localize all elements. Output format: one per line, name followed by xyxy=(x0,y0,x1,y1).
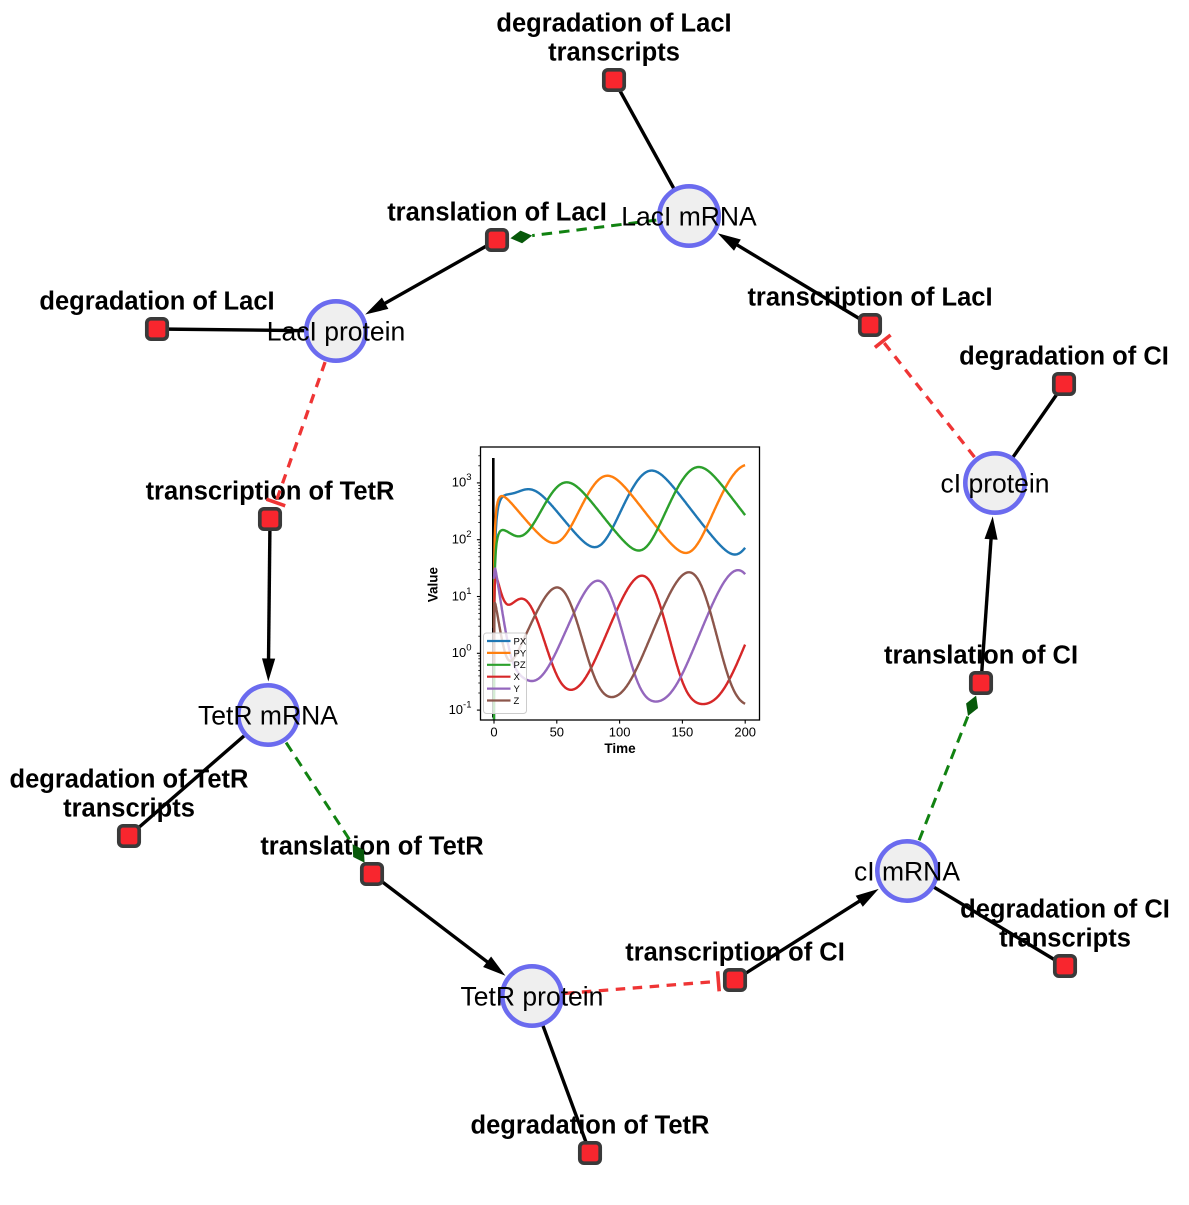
svg-text:transcription of CI: transcription of CI xyxy=(625,939,845,967)
svg-text:degradation of LacI: degradation of LacI xyxy=(39,288,274,316)
svg-text:Y: Y xyxy=(514,684,521,695)
svg-text:TetR protein: TetR protein xyxy=(461,982,604,1012)
svg-text:LacI protein: LacI protein xyxy=(267,317,405,347)
svg-text:Value: Value xyxy=(426,566,441,602)
svg-text:Time: Time xyxy=(604,741,636,756)
svg-text:100: 100 xyxy=(609,725,631,740)
svg-text:degradation of CI: degradation of CI xyxy=(959,343,1169,371)
svg-text:PX: PX xyxy=(514,636,527,647)
svg-text:TetR mRNA: TetR mRNA xyxy=(198,701,338,731)
svg-text:200: 200 xyxy=(734,725,756,740)
svg-text:cI mRNA: cI mRNA xyxy=(854,857,960,887)
svg-text:degradation of LacI: degradation of LacI xyxy=(496,10,731,38)
svg-text:LacI mRNA: LacI mRNA xyxy=(621,202,757,232)
svg-text:PZ: PZ xyxy=(514,660,526,671)
svg-text:translation of LacI: translation of LacI xyxy=(387,199,607,227)
svg-text:50: 50 xyxy=(550,725,564,740)
svg-text:translation of TetR: translation of TetR xyxy=(260,833,483,861)
svg-text:transcription of LacI: transcription of LacI xyxy=(747,284,992,312)
svg-text:degradation of TetR: degradation of TetR xyxy=(10,766,249,794)
svg-text:150: 150 xyxy=(672,725,694,740)
svg-text:X: X xyxy=(514,672,521,683)
svg-text:transcripts: transcripts xyxy=(548,39,680,67)
svg-text:PY: PY xyxy=(514,648,527,659)
svg-text:cI protein: cI protein xyxy=(940,469,1049,499)
svg-text:degradation of CI: degradation of CI xyxy=(960,896,1170,924)
svg-text:degradation of TetR: degradation of TetR xyxy=(471,1112,710,1140)
svg-text:0: 0 xyxy=(490,725,497,740)
svg-text:transcripts: transcripts xyxy=(63,795,195,823)
svg-text:Z: Z xyxy=(514,696,520,707)
